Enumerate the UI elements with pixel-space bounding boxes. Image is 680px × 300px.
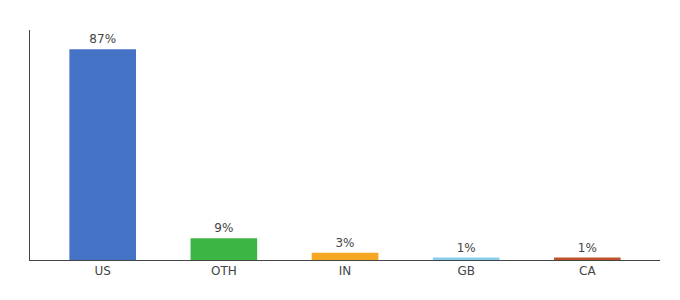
svg-text:1%: 1%: [578, 241, 597, 255]
svg-text:1%: 1%: [457, 241, 476, 255]
svg-text:3%: 3%: [335, 236, 354, 250]
svg-text:GB: GB: [457, 264, 475, 278]
svg-text:9%: 9%: [214, 221, 233, 235]
svg-text:CA: CA: [579, 264, 596, 278]
svg-text:OTH: OTH: [211, 264, 237, 278]
svg-text:87%: 87%: [89, 32, 116, 46]
svg-text:US: US: [94, 264, 110, 278]
svg-text:IN: IN: [339, 264, 352, 278]
